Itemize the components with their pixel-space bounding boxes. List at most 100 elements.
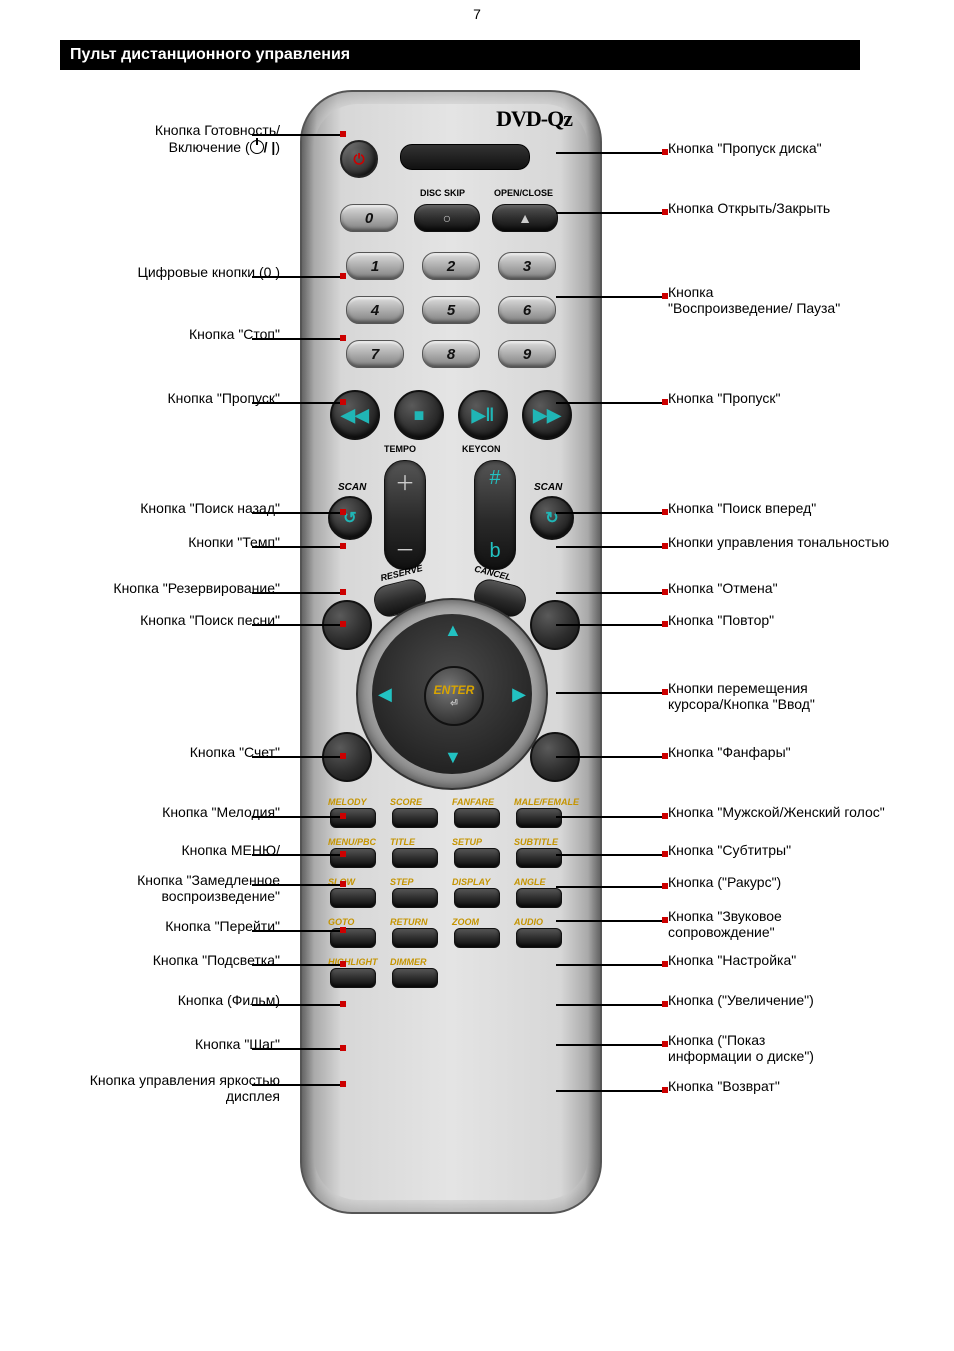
- callout-left-1: Цифровые кнопки (0 ): [40, 264, 280, 280]
- disc-skip-button[interactable]: ○: [414, 204, 480, 232]
- callout-right-17: Кнопка "Возврат": [668, 1078, 918, 1094]
- soft-label-menu-pbc: MENU/PBC: [328, 837, 376, 847]
- digit-2[interactable]: 2: [422, 252, 480, 280]
- section-title: Пульт дистанционного управления: [60, 40, 860, 70]
- callout-right-7: Кнопка "Повтор": [668, 612, 918, 628]
- arrow-left[interactable]: ◀: [378, 684, 392, 705]
- open-close-button[interactable]: ▲: [492, 204, 558, 232]
- tick-right-9: [662, 753, 668, 759]
- line-right-0: [556, 152, 668, 154]
- line-right-1: [556, 212, 668, 214]
- digit-4[interactable]: 4: [346, 296, 404, 324]
- callout-right-16: Кнопка ("Показинформации о диске"): [668, 1032, 918, 1064]
- tick-right-11: [662, 851, 668, 857]
- soft-slow-button[interactable]: [330, 888, 376, 908]
- digit-7[interactable]: 7: [346, 340, 404, 368]
- line-right-7: [556, 624, 668, 626]
- page-number: 7: [0, 6, 954, 22]
- line-right-4: [556, 512, 668, 514]
- prev-button[interactable]: ◀◀: [330, 390, 380, 440]
- tick-left-8: [340, 753, 346, 759]
- tick-right-1: [662, 209, 668, 215]
- soft-melody-button[interactable]: [330, 808, 376, 828]
- soft-score-button[interactable]: [392, 808, 438, 828]
- arrow-down[interactable]: ▼: [444, 747, 462, 768]
- line-right-11: [556, 854, 668, 856]
- keycon-rocker[interactable]: # b: [474, 460, 516, 570]
- callout-right-10: Кнопка "Мужской/Женский голос": [668, 804, 918, 820]
- tick-right-16: [662, 1041, 668, 1047]
- play-pause-button[interactable]: ▶‖: [458, 390, 508, 440]
- tempo-minus: －: [395, 534, 415, 563]
- soft-subtitle-button[interactable]: [516, 848, 562, 868]
- scan-back-button[interactable]: ↺: [328, 496, 372, 540]
- callout-left-12: Кнопка "Перейти": [40, 918, 280, 934]
- tick-left-2: [340, 335, 346, 341]
- callout-right-15: Кнопка ("Увеличение"): [668, 992, 918, 1008]
- soft-zoom-button[interactable]: [454, 928, 500, 948]
- line-left-5: [252, 546, 342, 548]
- digit-9[interactable]: 9: [498, 340, 556, 368]
- digit-5[interactable]: 5: [422, 296, 480, 324]
- digit-0[interactable]: 0: [340, 204, 398, 232]
- soft-label-setup: SETUP: [452, 837, 482, 847]
- power-button[interactable]: ⏻: [340, 140, 378, 178]
- brand-logo: DVD-Qz: [496, 106, 572, 132]
- soft-return-button[interactable]: [392, 928, 438, 948]
- arrow-up[interactable]: ▲: [444, 620, 462, 641]
- callout-right-2: Кнопка"Воспроизведение/ Пауза": [668, 284, 918, 316]
- line-right-14: [556, 964, 668, 966]
- next-button[interactable]: ▶▶: [522, 390, 572, 440]
- soft-label-audio: AUDIO: [514, 917, 543, 927]
- line-left-14: [252, 1004, 342, 1006]
- soft-male-female-button[interactable]: [516, 808, 562, 828]
- arrow-right[interactable]: ▶: [512, 684, 526, 705]
- tick-left-6: [340, 589, 346, 595]
- callout-right-9: Кнопка "Фанфары": [668, 744, 918, 760]
- scan-fwd-button[interactable]: ↻: [530, 496, 574, 540]
- line-left-16: [252, 1084, 342, 1086]
- soft-audio-button[interactable]: [516, 928, 562, 948]
- digit-6[interactable]: 6: [498, 296, 556, 324]
- digit-8[interactable]: 8: [422, 340, 480, 368]
- tick-right-14: [662, 961, 668, 967]
- callout-left-8: Кнопка "Счет": [40, 744, 280, 760]
- line-left-13: [252, 964, 342, 966]
- callout-right-1: Кнопка Открыть/Закрыть: [668, 200, 918, 216]
- line-right-5: [556, 546, 668, 548]
- enter-button[interactable]: ENTER ⏎: [424, 666, 484, 726]
- tick-right-2: [662, 293, 668, 299]
- line-left-2: [252, 338, 342, 340]
- dpad: ▲ ▼ ◀ ▶ ENTER ⏎: [356, 598, 548, 790]
- callout-right-8: Кнопки перемещениякурсора/Кнопка "Ввод": [668, 680, 918, 712]
- soft-display-button[interactable]: [454, 888, 500, 908]
- tick-left-0: [340, 131, 346, 137]
- soft-fanfare-button[interactable]: [454, 808, 500, 828]
- line-right-12: [556, 886, 668, 888]
- callout-right-3: Кнопка "Пропуск": [668, 390, 918, 406]
- callout-left-3: Кнопка "Пропуск": [40, 390, 280, 406]
- tempo-rocker[interactable]: ＋ －: [384, 460, 426, 570]
- soft-title-button[interactable]: [392, 848, 438, 868]
- line-right-15: [556, 1004, 668, 1006]
- tick-right-8: [662, 689, 668, 695]
- line-left-3: [252, 402, 342, 404]
- soft-angle-button[interactable]: [516, 888, 562, 908]
- soft-label-melody: MELODY: [328, 797, 367, 807]
- callout-right-4: Кнопка "Поиск вперед": [668, 500, 918, 516]
- soft-label-male-female: MALE/FEMALE: [514, 797, 579, 807]
- digit-3[interactable]: 3: [498, 252, 556, 280]
- key-sharp: #: [489, 467, 500, 490]
- digit-1[interactable]: 1: [346, 252, 404, 280]
- soft-highlight-button[interactable]: [330, 968, 376, 988]
- callout-left-10: Кнопка МЕНЮ/: [40, 842, 280, 858]
- callout-left-6: Кнопка "Резервирование": [40, 580, 280, 596]
- soft-setup-button[interactable]: [454, 848, 500, 868]
- callout-right-14: Кнопка "Настройка": [668, 952, 918, 968]
- line-left-6: [252, 592, 342, 594]
- disc-skip-label: DISC SKIP: [420, 188, 465, 198]
- stop-button[interactable]: ■: [394, 390, 444, 440]
- soft-step-button[interactable]: [392, 888, 438, 908]
- soft-dimmer-button[interactable]: [392, 968, 438, 988]
- soft-menu-pbc-button[interactable]: [330, 848, 376, 868]
